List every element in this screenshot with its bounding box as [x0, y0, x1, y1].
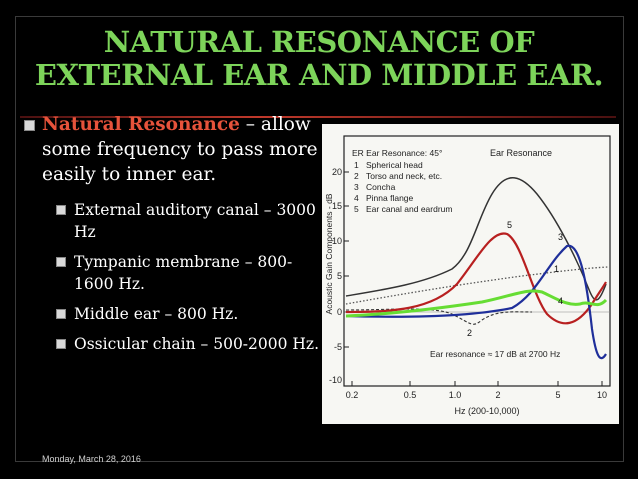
- legend-number: 2: [354, 171, 359, 181]
- slide-date: Monday, March 28, 2016: [42, 454, 141, 464]
- title-divider: [20, 116, 616, 118]
- legend-label: Pinna flange: [366, 193, 414, 203]
- y-tick-label: 15: [332, 201, 342, 211]
- sub-bullet: Middle ear – 800 Hz.: [22, 303, 322, 325]
- y-tick-label: 5: [337, 271, 342, 281]
- sub-bullet: Tympanic membrane – 800-1600 Hz.: [22, 251, 322, 295]
- square-bullet-icon: [56, 257, 66, 267]
- title-line-2: EXTERNAL EAR AND MIDDLE EAR.: [34, 58, 604, 92]
- y-tick-label: 20: [332, 167, 342, 177]
- plot-frame: [343, 135, 611, 387]
- sub-bullet: Ossicular chain – 500-2000 Hz.: [22, 333, 322, 355]
- ear-resonance-plot: Acoustic Gain Components - dB 20 15 10 5…: [324, 135, 611, 416]
- curve-number-label: 5: [507, 220, 512, 230]
- y-tick-label: -10: [329, 375, 342, 385]
- main-bullet-term: Natural Resonance: [42, 114, 240, 135]
- legend-number: 4: [354, 193, 359, 203]
- x-tick-label: 0.2: [346, 390, 359, 400]
- legend-label: Spherical head: [366, 160, 423, 170]
- curve-spherical-head: [345, 266, 609, 305]
- x-tick-label: 5: [555, 390, 560, 400]
- legend-number: 5: [354, 204, 359, 214]
- square-bullet-icon: [56, 309, 66, 319]
- ear-resonance-figure: Acoustic Gain Components - dB 20 15 10 5…: [322, 124, 619, 424]
- y-axis-label: Acoustic Gain Components - dB: [324, 193, 334, 314]
- main-bullet: Natural Resonance – allow some frequency…: [22, 112, 322, 187]
- sub-bullet-text: Ossicular chain – 500-2000 Hz.: [74, 335, 320, 353]
- slide-frame: [15, 16, 624, 462]
- curve-number-label: 2: [467, 328, 472, 338]
- sub-bullet-text: Middle ear – 800 Hz.: [74, 305, 239, 323]
- y-tick-label: 0: [337, 307, 342, 317]
- sub-bullet-text: Tympanic membrane – 800-1600 Hz.: [74, 253, 293, 293]
- curve-number-label: 1: [554, 264, 559, 274]
- x-axis-label: Hz (200-10,000): [454, 406, 519, 416]
- curve-number-label: 3: [558, 232, 563, 242]
- square-bullet-icon: [56, 205, 66, 215]
- main-bullet-text: – allow some frequency to pass more easi…: [42, 114, 318, 185]
- square-bullet-icon: [24, 120, 35, 131]
- legend-number: 3: [354, 182, 359, 192]
- title-line-1: NATURAL RESONANCE OF: [103, 25, 535, 59]
- curve-number-label: 4: [558, 296, 563, 306]
- y-tick-label: 10: [332, 236, 342, 246]
- legend-label: Ear canal and eardrum: [366, 204, 452, 214]
- y-tick-label: -5: [334, 342, 342, 352]
- sub-bullet-text: External auditory canal – 3000 Hz: [74, 201, 316, 241]
- x-tick-label: 1.0: [449, 390, 462, 400]
- bullet-list: Natural Resonance – allow some frequency…: [22, 112, 322, 355]
- x-tick-label: 2: [495, 390, 500, 400]
- curve-total-ear-resonance: [345, 177, 607, 301]
- curve-title: Ear Resonance: [490, 148, 552, 158]
- x-tick-label: 10: [597, 390, 607, 400]
- sub-bullet: External auditory canal – 3000 Hz: [22, 199, 322, 243]
- x-tick-label: 0.5: [404, 390, 417, 400]
- curve-pinna-flange: [345, 289, 608, 318]
- curve-concha: [345, 244, 607, 360]
- legend-header: ER Ear Resonance: 45°: [352, 148, 442, 158]
- legend-number: 1: [354, 160, 359, 170]
- square-bullet-icon: [56, 339, 66, 349]
- slide-title: NATURAL RESONANCE OF EXTERNAL EAR AND MI…: [24, 26, 614, 92]
- resonance-annotation: Ear resonance ≈ 17 dB at 2700 Hz: [430, 349, 560, 359]
- legend-label: Concha: [366, 182, 396, 192]
- legend-label: Torso and neck, etc.: [366, 171, 442, 181]
